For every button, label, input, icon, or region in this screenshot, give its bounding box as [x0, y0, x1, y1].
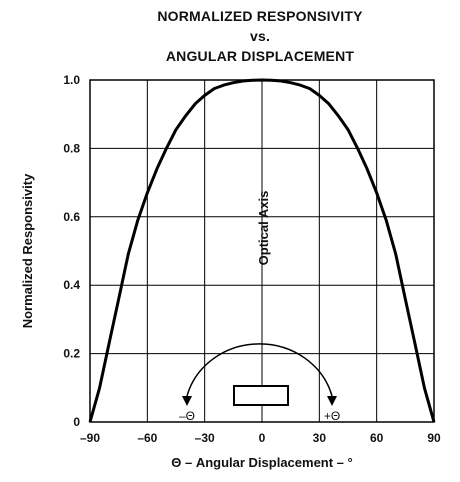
optical-axis-label: Optical Axis [256, 191, 271, 266]
x-tick-label: –90 [80, 431, 100, 445]
chart-title-line-1: NORMALIZED RESPONSIVITY [157, 8, 363, 24]
y-tick-label: 0.2 [63, 347, 80, 361]
x-tick-label: 60 [370, 431, 384, 445]
x-tick-labels: –90 –60 –30 0 30 60 90 [80, 431, 441, 445]
y-tick-label: 0.8 [63, 141, 80, 155]
left-arrowhead [182, 396, 192, 406]
x-tick-label: 90 [427, 431, 441, 445]
y-tick-label: 0 [73, 415, 80, 429]
y-tick-label: 0.4 [63, 278, 80, 292]
x-axis-label: Θ – Angular Displacement – ° [171, 455, 352, 470]
y-tick-label: 0.6 [63, 210, 80, 224]
minus-theta-label: –Θ [179, 409, 195, 423]
y-tick-labels: 0 0.2 0.4 0.6 0.8 1.0 [63, 73, 80, 429]
detector-body [233, 385, 289, 406]
chart-title-line-3: ANGULAR DISPLACEMENT [165, 48, 355, 64]
x-tick-label: 30 [313, 431, 327, 445]
y-axis-label: Normalized Responsivity [20, 173, 35, 328]
x-tick-label: 0 [259, 431, 266, 445]
plus-theta-label: +Θ [324, 409, 340, 423]
right-arrowhead [327, 396, 337, 406]
y-tick-label: 1.0 [63, 73, 80, 87]
x-tick-label: –60 [137, 431, 157, 445]
chart-title-line-2: vs. [249, 28, 271, 44]
grid-lines [90, 80, 434, 422]
angle-arc [186, 343, 333, 397]
responsivity-curve [88, 78, 436, 423]
x-tick-label: –30 [195, 431, 215, 445]
